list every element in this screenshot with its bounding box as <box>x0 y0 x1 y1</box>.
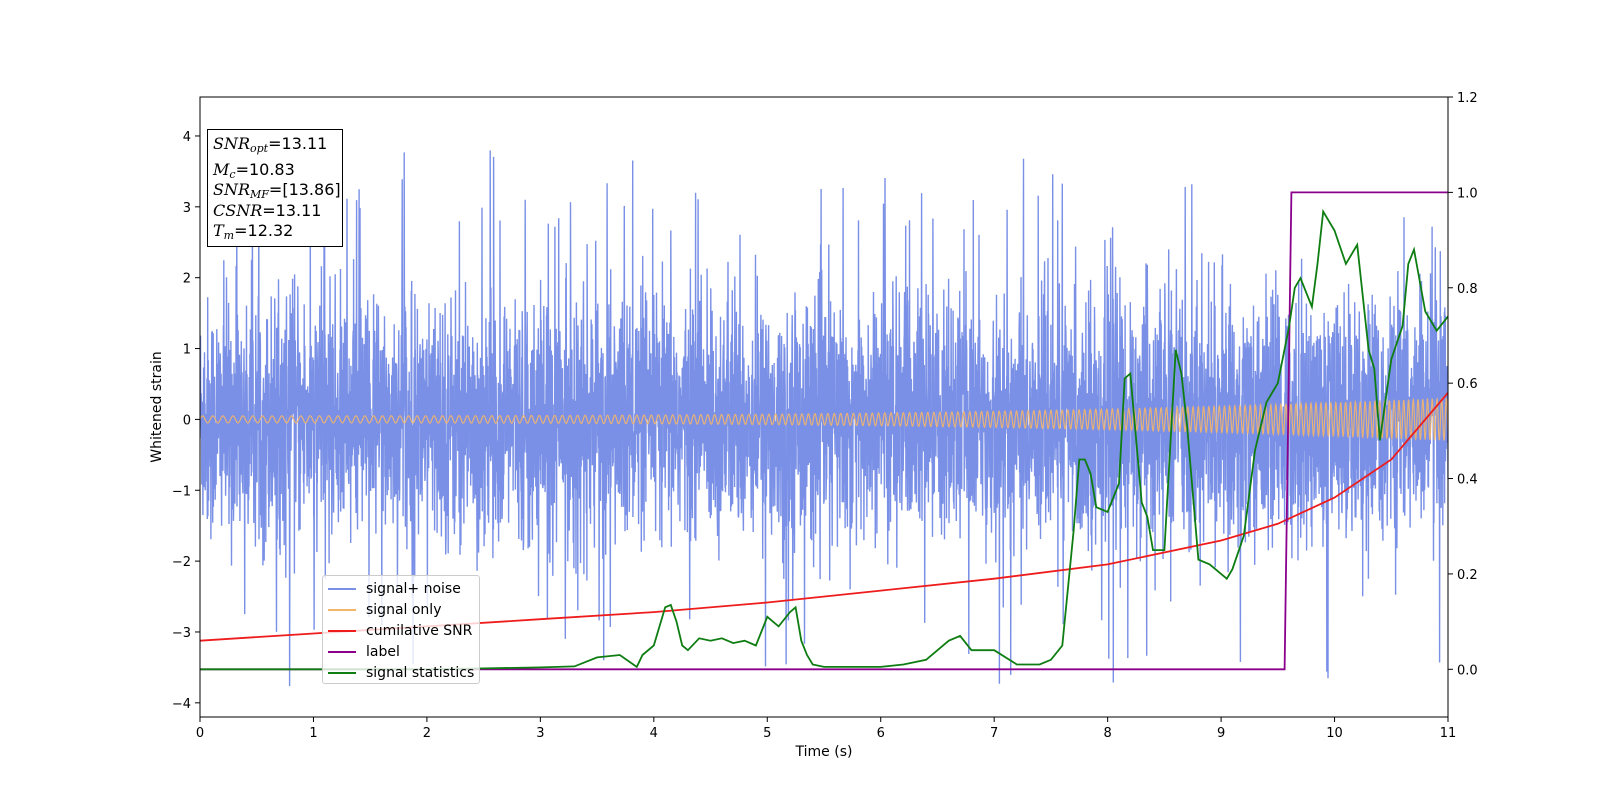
x-tick-label: 3 <box>536 726 544 741</box>
snr-opt-row: SNRopt=13.11 <box>213 134 328 155</box>
signal-noise-line <box>200 150 1448 687</box>
y-tick-label: −3 <box>172 626 191 641</box>
legend-label: label <box>366 643 400 660</box>
y-tick-label: −1 <box>172 484 191 499</box>
legend-swatch <box>328 609 356 612</box>
snr-mf-row: SNRMF=[13.86] <box>213 180 341 201</box>
legend-item: signal statistics <box>328 662 479 683</box>
y2-tick-label: 0.4 <box>1457 473 1478 488</box>
x-tick-label: 2 <box>423 726 431 741</box>
mc-row: Mc=10.83 <box>213 159 295 181</box>
y2-tick-label: 1.2 <box>1457 91 1478 106</box>
x-tick-label: 11 <box>1440 726 1457 741</box>
x-tick-label: 7 <box>990 726 998 741</box>
legend-label: signal+ noise <box>366 581 461 598</box>
csnr-row: CSNR=13.11 <box>213 200 322 220</box>
x-tick-label: 10 <box>1326 726 1343 741</box>
legend-label: signal statistics <box>366 664 475 681</box>
y2-tick-label: 0.6 <box>1457 377 1478 392</box>
x-tick-label: 6 <box>877 726 885 741</box>
y-tick-label: −2 <box>172 555 191 570</box>
legend-label: signal only <box>366 602 442 619</box>
legend-item: signal+ noise <box>328 579 479 600</box>
x-tick-label: 5 <box>763 726 771 741</box>
signal-statistics-line <box>200 208 1448 671</box>
x-axis-label: Time (s) <box>795 744 853 760</box>
y2-tick-label: 0.0 <box>1457 663 1478 678</box>
y-tick-label: 4 <box>183 130 191 145</box>
y-axis-label: Whitened strain <box>149 351 165 462</box>
tm-row: Tm=12.32 <box>213 221 294 242</box>
label-line <box>200 191 1448 671</box>
legend-swatch <box>328 650 356 653</box>
y-tick-label: 1 <box>183 343 191 358</box>
x-tick-label: 0 <box>196 726 204 741</box>
axis-layer: 0 1 2 3 4 5 6 7 8 9 10 11 −4 −3 −2 −1 0 1 2 3 4 0.0 0.2 0.4 0.6 0… <box>172 91 1478 741</box>
legend-swatch <box>328 588 356 591</box>
y-tick-label: 0 <box>183 413 191 428</box>
legend-swatch <box>328 629 356 632</box>
legend-label: cumilative SNR <box>366 622 473 639</box>
signal-only-line <box>200 396 1448 441</box>
x-tick-label: 4 <box>650 726 658 741</box>
y-tick-label: 3 <box>183 201 191 216</box>
legend-item: label <box>328 641 479 662</box>
y2-tick-label: 1.0 <box>1457 186 1478 201</box>
y2-tick-label: 0.8 <box>1457 282 1478 297</box>
legend-item: cumilative SNR <box>328 621 479 642</box>
y-tick-label: 2 <box>183 272 191 287</box>
x-tick-label: 1 <box>309 726 317 741</box>
legend: signal+ noise signal only cumilative SNR… <box>322 575 480 684</box>
legend-item: signal only <box>328 600 479 621</box>
x-tick-label: 9 <box>1217 726 1225 741</box>
x-tick-label: 8 <box>1103 726 1111 741</box>
stats-info-box: SNRopt=13.11 Mc=10.83 SNRMF=[13.86] CSNR… <box>207 129 343 247</box>
legend-swatch <box>328 671 356 674</box>
y-tick-label: −4 <box>172 697 191 712</box>
plot-frame <box>199 96 1449 718</box>
y2-tick-label: 0.2 <box>1457 568 1478 583</box>
